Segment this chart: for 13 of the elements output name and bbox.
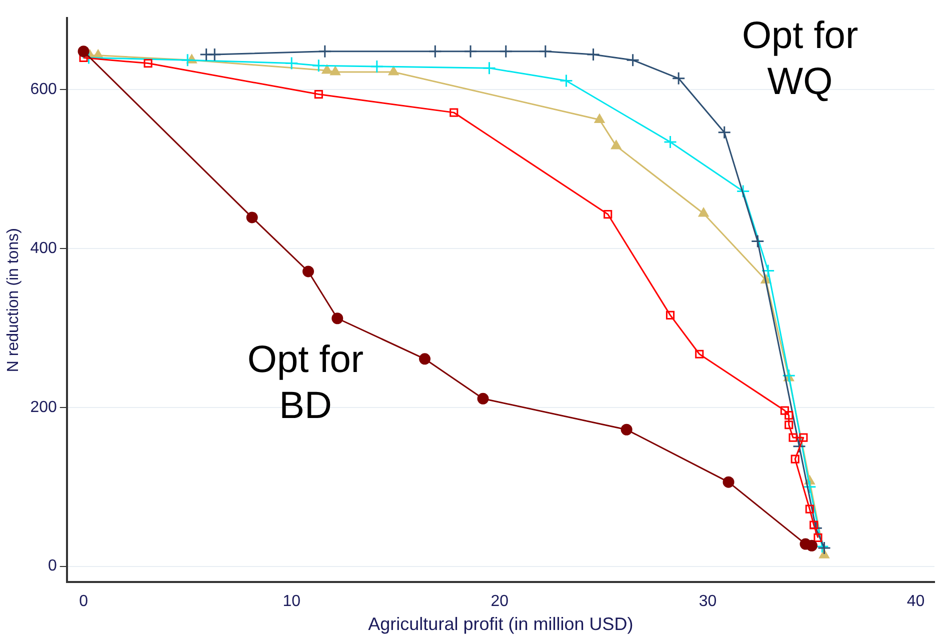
y-tick-label: 200 [30,398,57,416]
x-tick-label: 40 [906,593,925,610]
annotation: Opt for WQ [742,14,858,103]
x-axis-title: Agricultural profit (in million USD) [368,614,634,634]
x-tick-label: 30 [698,593,717,610]
annotation: Opt for BD [247,339,364,428]
y-axis-title: N reduction (in tons) [5,228,22,372]
x-tick-label: 0 [79,593,88,610]
x-tick-label: 20 [490,593,509,610]
x-tick-label: 10 [282,593,301,610]
y-tick-label: 600 [30,80,57,98]
y-tick-label: 0 [48,558,57,575]
y-tick-label: 400 [30,240,57,257]
